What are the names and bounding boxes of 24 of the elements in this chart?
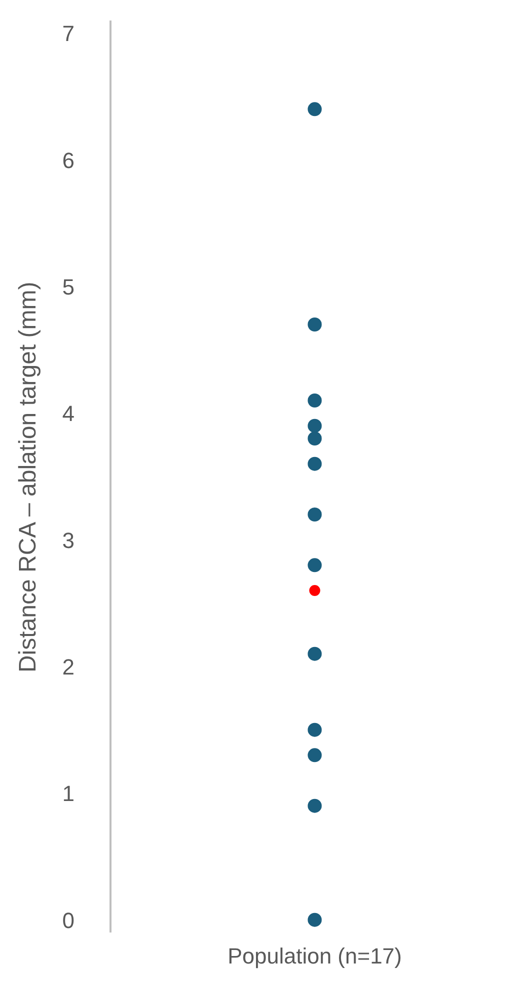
point xyxy=(308,318,322,332)
y-tick-label: 3 xyxy=(62,528,75,553)
point xyxy=(308,102,322,116)
y-tick-label: 1 xyxy=(62,781,75,806)
point xyxy=(308,748,322,762)
point xyxy=(308,912,322,927)
point xyxy=(308,418,322,433)
point xyxy=(308,456,322,471)
y-tick-label: 2 xyxy=(62,654,75,680)
point xyxy=(309,585,320,596)
point xyxy=(308,722,322,737)
y-axis-title: Distance RCA – ablation target (mm) xyxy=(14,282,42,673)
x-tick-label: Population (n=17) xyxy=(228,944,402,968)
point xyxy=(308,798,322,813)
y-tick-label: 0 xyxy=(62,908,75,933)
y-tick-label: 4 xyxy=(62,401,75,426)
point xyxy=(308,558,322,572)
y-tick-label: 7 xyxy=(62,21,75,46)
point xyxy=(308,432,322,446)
point xyxy=(308,508,322,522)
y-tick-label: 5 xyxy=(62,274,75,300)
y-tick-label: 6 xyxy=(62,148,75,173)
point xyxy=(308,646,322,661)
point xyxy=(308,394,322,408)
